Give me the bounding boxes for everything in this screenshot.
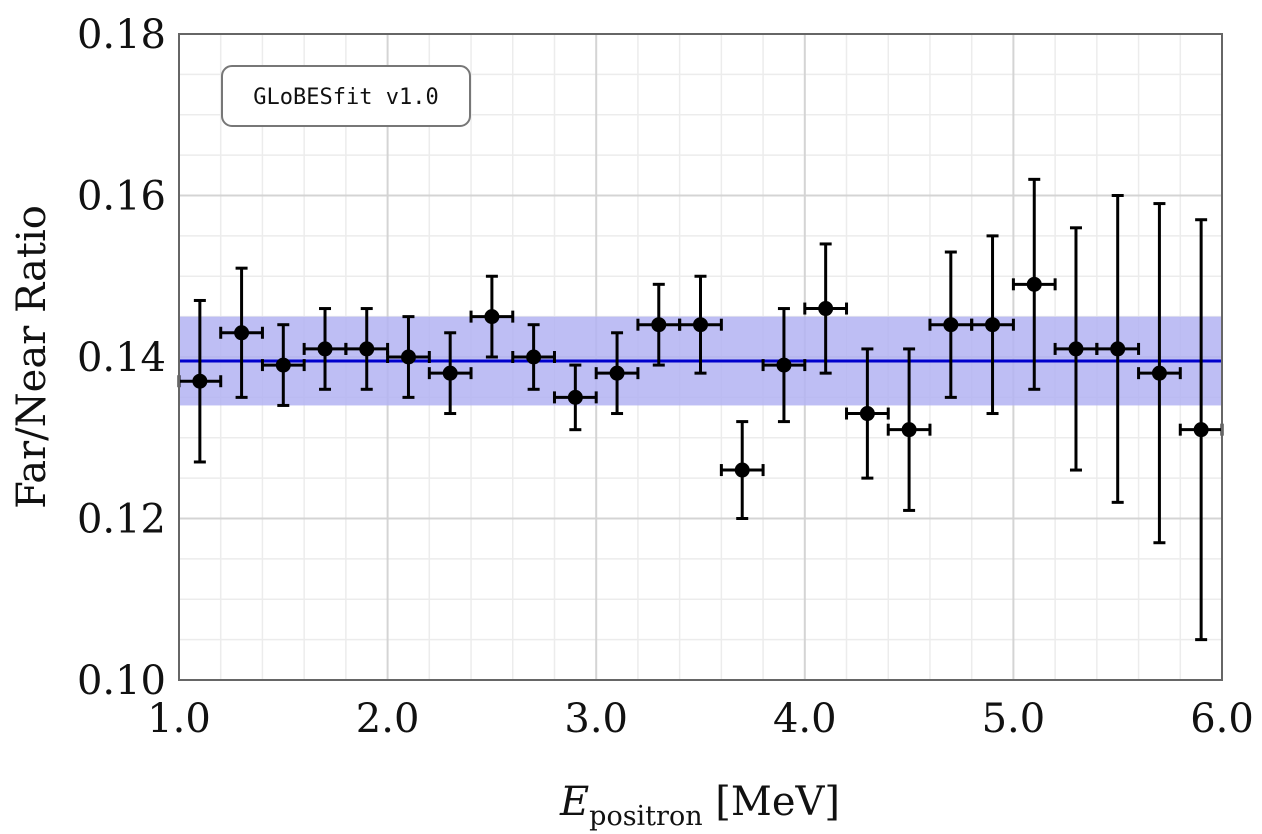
data-marker — [818, 301, 834, 317]
x-tick-label: 4.0 — [773, 696, 837, 742]
y-tick-label: 0.16 — [77, 174, 166, 220]
data-points — [177, 177, 1224, 642]
data-marker — [734, 462, 750, 478]
data-point-15 — [761, 307, 807, 424]
data-marker — [693, 317, 708, 333]
data-marker — [526, 349, 542, 365]
data-marker — [985, 317, 1001, 333]
data-marker — [484, 309, 500, 325]
data-point-20 — [970, 234, 1015, 416]
x-tick-label: 6.0 — [1190, 696, 1254, 742]
y-tick-label: 0.12 — [77, 497, 166, 543]
data-point-7 — [427, 331, 473, 416]
data-marker — [1110, 341, 1126, 357]
data-point-9 — [511, 323, 556, 391]
data-point-3 — [260, 323, 306, 407]
data-marker — [651, 317, 667, 333]
data-marker — [567, 389, 583, 405]
data-marker — [901, 422, 917, 438]
data-marker — [317, 341, 333, 357]
data-point-23 — [1095, 194, 1141, 504]
data-point-2 — [219, 266, 264, 399]
data-point-10 — [552, 363, 598, 432]
annotation-text: GLoBESfit v1.0 — [253, 85, 438, 110]
data-point-6 — [386, 315, 431, 399]
x-tick-label: 5.0 — [982, 696, 1046, 742]
data-marker — [359, 341, 375, 357]
x-tick-label: 1.0 — [147, 696, 211, 742]
y-tick-label: 0.10 — [77, 658, 166, 704]
x-axis-title-main: E — [559, 779, 589, 825]
data-point-14 — [719, 420, 765, 520]
data-marker — [400, 349, 416, 365]
data-marker — [234, 325, 250, 341]
data-marker — [1151, 365, 1167, 381]
y-tick-label: 0.14 — [77, 335, 166, 381]
data-point-5 — [344, 307, 390, 391]
data-point-12 — [636, 282, 682, 367]
data-point-21 — [1011, 177, 1057, 391]
x-axis-title: Epositron [MeV] — [559, 779, 840, 832]
x-axis-title-sub: positron — [589, 801, 702, 832]
data-marker — [609, 365, 625, 381]
annotation-frame — [221, 65, 471, 127]
data-marker — [859, 406, 875, 422]
y-tick-label: 0.18 — [77, 12, 166, 58]
data-marker — [776, 357, 792, 373]
data-marker — [1193, 422, 1209, 438]
data-marker — [275, 357, 291, 373]
plot-frame — [178, 33, 1223, 681]
data-marker — [1026, 276, 1042, 292]
tick-labels: 1.0 2.0 3.0 4.0 5.0 6.0 0.10 0.12 0.14 0.16 0.18 — [77, 12, 1254, 742]
data-point-22 — [1053, 226, 1099, 472]
data-marker — [442, 365, 458, 381]
data-marker — [1068, 341, 1084, 357]
x-tick-label: 2.0 — [356, 696, 420, 742]
data-point-24 — [1137, 202, 1182, 545]
data-marker — [943, 317, 959, 333]
data-point-17 — [845, 347, 890, 480]
data-marker — [192, 373, 208, 389]
y-axis-title: Far/Near Ratio — [9, 205, 55, 509]
data-point-11 — [594, 331, 640, 416]
data-point-25 — [1178, 218, 1224, 642]
data-point-16 — [803, 242, 849, 375]
x-tick-label: 3.0 — [564, 696, 628, 742]
data-point-8 — [469, 274, 515, 359]
annotation-box: GLoBESfit v1.0 — [221, 65, 471, 127]
data-point-18 — [886, 347, 932, 512]
data-point-13 — [678, 274, 723, 375]
x-axis-title-unit: [MeV] — [703, 779, 840, 825]
